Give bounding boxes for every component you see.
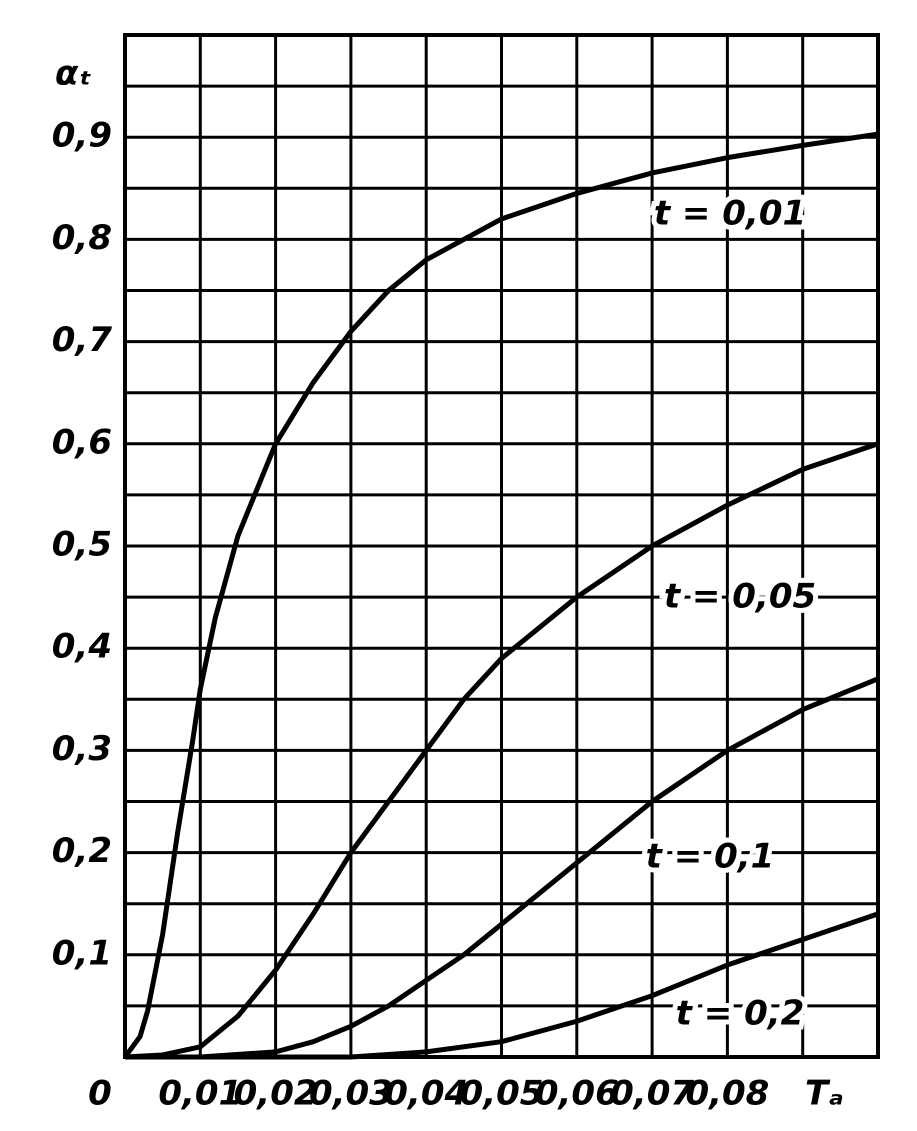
curve — [125, 911, 879, 1060]
curve — [124, 441, 879, 1060]
x-axis-label: Tₐ — [805, 1074, 844, 1114]
x-tick-label: 0,07 — [610, 1074, 694, 1114]
x-tick-label: 0 — [88, 1074, 112, 1114]
x-tick-label: 0,01 — [158, 1074, 242, 1114]
x-tick-label: 0,04 — [384, 1074, 468, 1114]
y-tick-label: 0,8 — [52, 218, 112, 258]
y-tick-label: 0,1 — [52, 933, 112, 973]
y-tick-label: 0,4 — [52, 627, 112, 667]
y-tick-label: 0,3 — [52, 729, 112, 769]
curve-label: t = 0,2 — [676, 994, 805, 1034]
curve — [122, 131, 879, 1059]
x-tick-label: 0,05 — [460, 1074, 544, 1114]
y-axis-label: αₜ — [55, 54, 92, 94]
y-tick-label: 0,7 — [52, 320, 113, 360]
x-tick-label: 0,03 — [309, 1074, 393, 1114]
y-tick-label: 0,6 — [52, 422, 112, 462]
curve-label: t = 0,05 — [664, 577, 816, 617]
y-tick-label: 0,5 — [52, 525, 112, 565]
plot-frame — [123, 33, 880, 1059]
x-tick-label: 0,06 — [535, 1074, 619, 1114]
curve-label: t = 0,01 — [654, 194, 806, 234]
y-tick-label: 0,2 — [52, 831, 112, 871]
curve-label: t = 0,1 — [646, 837, 775, 877]
x-tick-label: 0,08 — [685, 1074, 769, 1114]
y-tick-label: 0,9 — [52, 116, 112, 156]
curve — [125, 676, 879, 1060]
x-tick-label: 0,02 — [234, 1074, 318, 1114]
